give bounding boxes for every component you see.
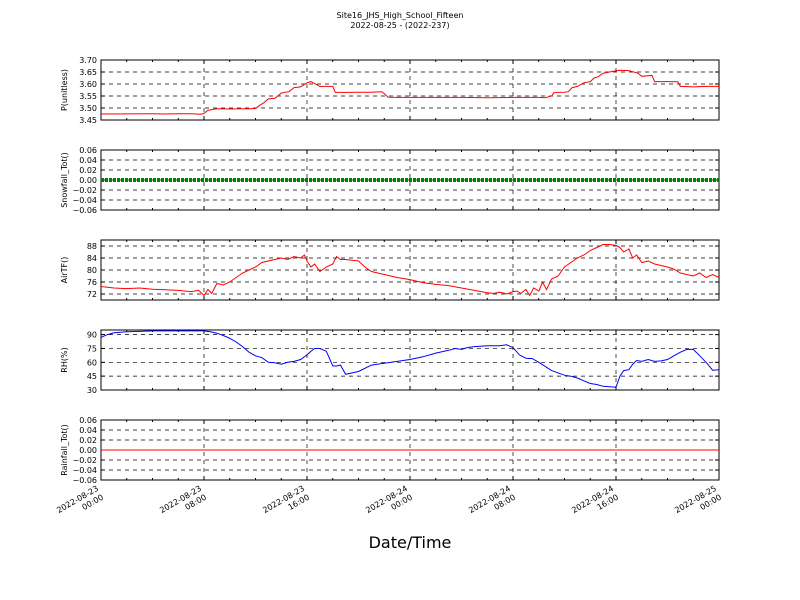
rainfall-ytick-label: 0.02 [79, 436, 97, 445]
rainfall-ytick-label: −0.06 [72, 476, 97, 485]
snowfall-ytick-label: −0.02 [72, 186, 97, 195]
snowfall-ytick-label: 0.04 [79, 156, 97, 165]
x-tick-label: 2022-08-2400:00 [364, 484, 414, 524]
pressure-series-line [100, 69, 719, 115]
pressure-ytick-label: 3.55 [79, 92, 97, 101]
air-temperature-series-line [100, 244, 720, 297]
rainfall-ytick-label: 0.00 [79, 446, 97, 455]
pressure-ytick-label: 3.70 [79, 56, 97, 65]
snowfall-ytick-label: 0.06 [79, 146, 97, 155]
relative-humidity-ytick-label: 75 [87, 344, 97, 353]
x-axis-label: Date/Time [368, 533, 452, 552]
air-temperature-ytick-label: 76 [87, 278, 97, 287]
pressure-ytick-label: 3.45 [79, 116, 97, 125]
rainfall-ytick-label: −0.02 [72, 456, 97, 465]
relative-humidity-ytick-label: 60 [87, 358, 97, 367]
panel-rainfall: −0.06−0.04−0.020.000.020.040.06 Rainfall_… [60, 416, 720, 485]
pressure-ylabel: P(unitless) [60, 69, 69, 111]
snowfall-ylabel: Snowfall_Tot() [60, 152, 69, 208]
x-tick-label: 2022-08-2300:00 [55, 484, 105, 524]
x-axis-tick-labels: 2022-08-2300:00 2022-08-2308:00 2022-08-23… [55, 484, 723, 524]
x-tick-label: 2022-08-2308:00 [158, 484, 208, 524]
relative-humidity-ylabel: RH(%) [60, 347, 69, 372]
panel-relative-humidity: 30 45 60 75 90 RH(%) [60, 329, 720, 395]
air-temperature-ytick-label: 80 [87, 266, 97, 275]
pressure-ytick-label: 3.65 [79, 68, 97, 77]
relative-humidity-ytick-label: 30 [87, 386, 97, 395]
chart-subtitle: 2022-08-25 - (2022-237) [350, 21, 450, 30]
rainfall-ytick-label: 0.06 [79, 416, 97, 425]
x-tick-label: 2022-08-2500:00 [673, 484, 723, 524]
rainfall-ytick-label: −0.04 [72, 466, 97, 475]
panel-pressure: 3.45 3.50 3.55 3.60 3.65 3.70 P(unitless) [60, 56, 720, 125]
air-temperature-ytick-label: 84 [87, 254, 97, 263]
snowfall-ytick-label: −0.04 [72, 196, 97, 205]
air-temperature-ytick-label: 72 [87, 290, 97, 299]
x-tick-label: 2022-08-2408:00 [467, 484, 517, 524]
rainfall-ylabel: Rainfall_Tot() [60, 424, 69, 476]
air-temperature-ylabel: AirTF() [60, 257, 69, 284]
pressure-ytick-label: 3.60 [79, 80, 97, 89]
panel-air-temperature: 72 76 80 84 88 AirTF() [60, 239, 720, 301]
snowfall-ytick-label: −0.06 [72, 206, 97, 215]
panel-snowfall: −0.06−0.04−0.020.000.020.040.06 Snowfall_… [60, 146, 720, 215]
relative-humidity-ytick-label: 45 [87, 372, 97, 381]
x-tick-label: 2022-08-2316:00 [261, 484, 311, 524]
chart-title: Site16_JHS_High_School_Fifteen [336, 11, 464, 20]
air-temperature-ytick-label: 88 [87, 242, 97, 251]
relative-humidity-ytick-label: 90 [87, 331, 97, 340]
relative-humidity-series-line [100, 330, 720, 388]
rainfall-ytick-label: 0.04 [79, 426, 97, 435]
x-tick-label: 2022-08-2416:00 [570, 484, 620, 524]
pressure-ytick-label: 3.50 [79, 104, 97, 113]
snowfall-ytick-label: 0.00 [79, 176, 97, 185]
snowfall-ytick-label: 0.02 [79, 166, 97, 175]
